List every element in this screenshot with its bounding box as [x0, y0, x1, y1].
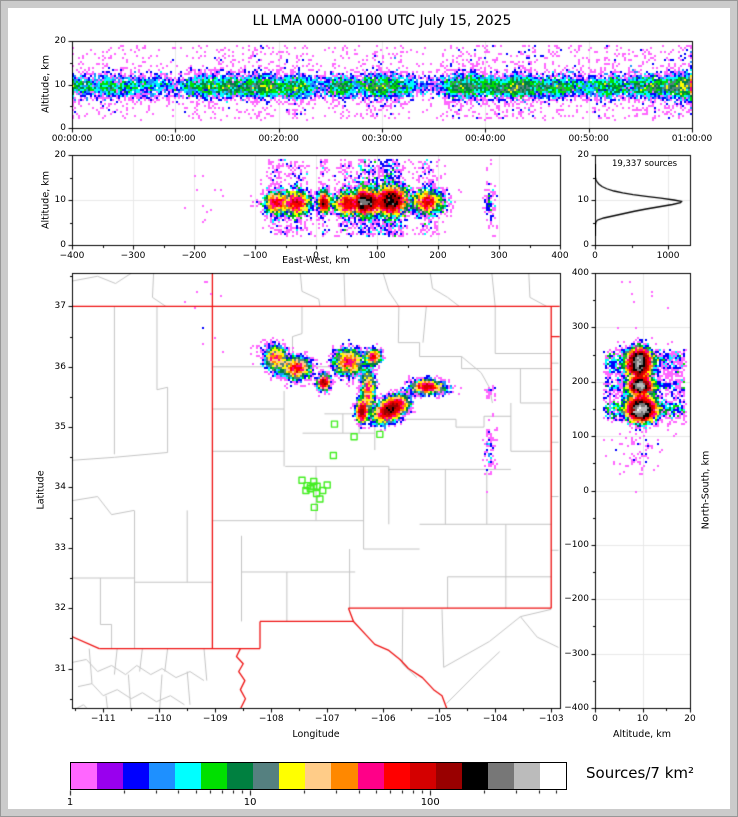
tick-label: 33 — [54, 542, 66, 553]
tick-label: −100 — [564, 539, 589, 550]
tick-label: −104 — [482, 714, 508, 724]
tick-label: 20 — [54, 36, 66, 46]
tick-label: 400 — [571, 268, 589, 278]
northsouth-height-panel — [595, 273, 690, 708]
colorbar-segment — [513, 763, 540, 789]
tick-label: 00:20:00 — [258, 134, 299, 144]
colorbar-segment — [71, 763, 98, 789]
tick-label: −107 — [314, 714, 340, 724]
tick-label: 00:00:00 — [51, 134, 93, 144]
tick-label: 34 — [54, 482, 66, 493]
colorbar-segment — [97, 763, 124, 789]
tick-label: 0 — [60, 123, 66, 133]
time-height-panel — [72, 41, 692, 128]
tick-label: 300 — [571, 322, 589, 333]
colorbar-segment — [123, 763, 150, 789]
tick-label: 0 — [583, 485, 589, 496]
colorbar-segment — [539, 763, 566, 789]
tick-label: 10 — [636, 714, 649, 724]
plot-title: LL LMA 0000-0100 UTC July 15, 2025 — [252, 13, 512, 29]
tick-label: 100 — [420, 797, 440, 808]
tick-label: 10 — [243, 797, 257, 808]
tick-label: 0 — [583, 240, 589, 250]
tick-label: 1000 — [656, 251, 680, 261]
tick-label: 20 — [684, 714, 696, 724]
tick-label: 10 — [54, 79, 66, 90]
plan-view-map-panel — [72, 273, 560, 708]
eastwest-height-panel — [72, 155, 560, 245]
tick-label: −300 — [120, 251, 146, 261]
tick-label: −200 — [564, 594, 589, 605]
tick-label: −111 — [90, 714, 116, 724]
tick-label: 20 — [54, 150, 66, 160]
tick-label: 00:30:00 — [361, 134, 403, 144]
tick-label: −300 — [564, 648, 589, 659]
colorbar-segment — [175, 763, 202, 789]
tick-label: 300 — [490, 251, 508, 261]
colorbar-segment — [253, 763, 280, 789]
colorbar-segment — [383, 763, 410, 789]
tick-label: 32 — [54, 603, 66, 614]
tick-label: −105 — [426, 714, 452, 724]
tick-label: 10 — [54, 195, 66, 205]
colorbar-segment — [409, 763, 436, 789]
tick-label: −109 — [202, 714, 228, 724]
colorbar-segment — [201, 763, 228, 789]
ns-y-axis-label: North-South, km — [700, 450, 712, 530]
tick-label: 35 — [54, 422, 66, 433]
colorbar-segment — [357, 763, 384, 789]
colorbar-segment — [227, 763, 254, 789]
tick-label: 1 — [66, 797, 74, 808]
colorbar-segment — [305, 763, 332, 789]
sources-colorbar — [70, 762, 567, 790]
tick-label: −103 — [538, 714, 564, 724]
tick-label: −106 — [370, 714, 396, 724]
tick-label: 0 — [313, 251, 319, 261]
tick-label: −108 — [258, 714, 284, 724]
colorbar-segment — [461, 763, 488, 789]
tick-label: −100 — [242, 251, 268, 261]
tick-label: 0 — [592, 714, 598, 724]
tick-label: −400 — [59, 251, 85, 261]
colorbar-label: Sources/7 km² — [586, 764, 695, 782]
map-x-axis-label: Longitude — [292, 729, 340, 740]
ew-y-axis-label: Altitude, km — [40, 171, 52, 229]
ns-x-axis-label: Altitude, km — [613, 729, 671, 740]
tick-label: 01:00:00 — [671, 134, 713, 144]
tick-label: 0 — [592, 251, 598, 261]
tick-label: 37 — [54, 301, 66, 312]
tick-label: 20 — [577, 150, 589, 160]
time-y-axis-label: Altitude, km — [40, 55, 52, 113]
source-count-annotation: 19,337 sources — [612, 159, 678, 169]
tick-label: 200 — [571, 376, 589, 387]
tick-label: 100 — [571, 431, 589, 442]
tick-label: −110 — [146, 714, 172, 724]
colorbar-segment — [279, 763, 306, 789]
tick-label: 00:40:00 — [465, 134, 506, 144]
tick-label: 200 — [429, 251, 447, 261]
tick-label: 36 — [54, 361, 66, 372]
tick-label: −200 — [181, 251, 207, 261]
colorbar-segment — [149, 763, 176, 789]
tick-label: −400 — [564, 703, 589, 713]
tick-label: 10 — [577, 195, 589, 205]
tick-label: 100 — [368, 251, 386, 261]
colorbar-segment — [331, 763, 358, 789]
tick-label: 400 — [551, 251, 569, 261]
tick-label: 00:50:00 — [568, 134, 609, 144]
tick-label: 0 — [60, 240, 66, 250]
colorbar-segment — [435, 763, 462, 789]
tick-label: 00:10:00 — [155, 134, 196, 144]
map-y-axis-label: Latitude — [35, 470, 47, 510]
colorbar-segment — [487, 763, 514, 789]
tick-label: 31 — [54, 663, 66, 674]
